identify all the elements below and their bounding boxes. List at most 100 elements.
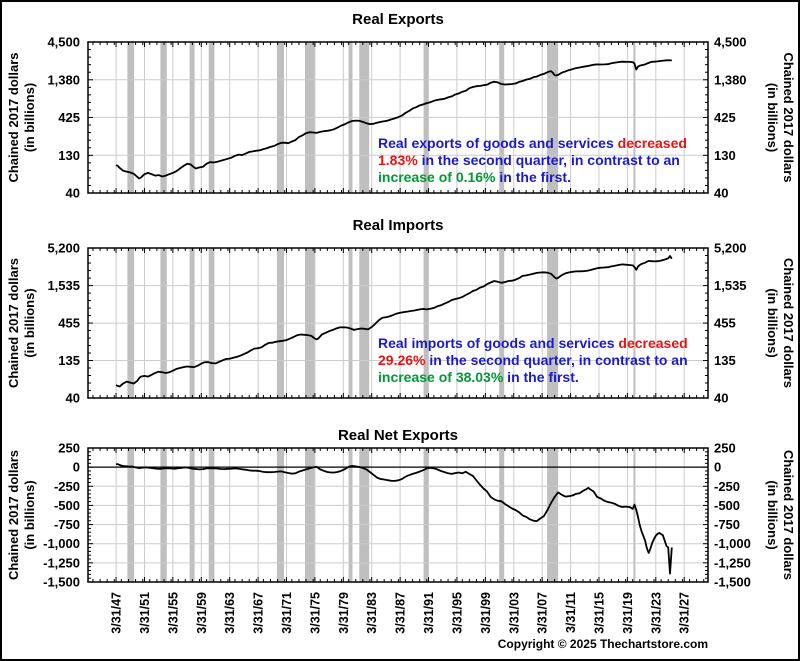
y-tick-label: 5,200 bbox=[47, 241, 80, 256]
x-tick-label: 3/31/75 bbox=[308, 592, 322, 634]
annotation-segment: increase of 38.03% bbox=[378, 369, 504, 385]
panel-real-net-exports: 250 250 0 0 -250 -250 -500 -500 -750 -750 -1,000 -1… bbox=[6, 441, 796, 590]
y-tick-label: -750 bbox=[714, 517, 740, 532]
y-axis-title: (in billions) bbox=[22, 83, 37, 152]
y-tick-label: 455 bbox=[58, 316, 80, 331]
y-axis-title: Chained 2017 dollars bbox=[781, 450, 796, 580]
y-tick-label: 130 bbox=[714, 148, 736, 163]
x-tick-label: 3/31/59 bbox=[195, 592, 209, 634]
y-tick-label: -500 bbox=[714, 498, 740, 513]
x-tick-label: 3/31/67 bbox=[252, 592, 266, 634]
annotation-line: increase of 38.03% in the first. bbox=[378, 369, 579, 385]
annotation-segment: increase of 0.16% bbox=[378, 169, 496, 185]
y-axis-title: (in billions) bbox=[765, 480, 780, 549]
x-tick-label: 3/31/27 bbox=[678, 592, 692, 634]
y-tick-label: 1,535 bbox=[714, 278, 747, 293]
y-tick-label: 40 bbox=[66, 186, 80, 201]
y-tick-label: 1,535 bbox=[47, 278, 80, 293]
annotation-segment: in the second quarter, in contrast to an bbox=[418, 152, 680, 168]
x-tick-label: 3/31/55 bbox=[166, 592, 180, 634]
annotation-segment: in the second quarter, in contrast to an bbox=[425, 352, 687, 368]
annotation-segment: decreased bbox=[618, 335, 687, 351]
annotation-line: increase of 0.16% in the first. bbox=[378, 169, 571, 185]
y-tick-label: 40 bbox=[714, 186, 728, 201]
series-line-real-imports bbox=[115, 255, 673, 388]
series-line-real-net-exports bbox=[116, 463, 673, 575]
copyright-text: Copyright © 2025 Thechartstore.com bbox=[497, 637, 708, 651]
annotation-segment: 29.26% bbox=[378, 352, 426, 368]
y-tick-label: 250 bbox=[58, 441, 80, 456]
annotation-segment: Real imports of goods and services bbox=[378, 335, 618, 351]
x-tick-label: 3/31/71 bbox=[280, 592, 294, 634]
y-tick-label: -1,250 bbox=[43, 555, 80, 570]
recession-band bbox=[127, 448, 135, 582]
y-tick-label: 135 bbox=[714, 353, 736, 368]
y-tick-label: 455 bbox=[714, 316, 736, 331]
x-tick-label: 3/31/19 bbox=[621, 592, 635, 634]
x-tick-label: 3/31/83 bbox=[365, 592, 379, 634]
x-tick-label: 3/31/07 bbox=[536, 592, 550, 634]
y-tick-label: -500 bbox=[54, 498, 80, 513]
y-axis-title: Chained 2017 dollars bbox=[781, 52, 796, 182]
y-tick-label: -1,500 bbox=[43, 575, 80, 590]
x-tick-label: 3/31/23 bbox=[649, 592, 663, 634]
y-tick-label: 130 bbox=[58, 148, 80, 163]
y-tick-label: 4,500 bbox=[47, 35, 80, 50]
y-tick-label: 0 bbox=[73, 460, 80, 475]
y-axis-title: Chained 2017 dollars bbox=[6, 258, 21, 388]
annotation-line: 1.83% in the second quarter, in contrast… bbox=[378, 152, 680, 168]
y-axis-title: Chained 2017 dollars bbox=[781, 258, 796, 388]
y-axis-title: (in billions) bbox=[765, 83, 780, 152]
y-tick-label: 1,380 bbox=[714, 72, 747, 87]
annotation-segment: Real exports of goods and services bbox=[378, 135, 618, 151]
recession-band bbox=[189, 448, 195, 582]
y-tick-label: -1,000 bbox=[43, 536, 80, 551]
recession-band bbox=[359, 448, 370, 582]
recession-band bbox=[208, 448, 215, 582]
x-tick-label: 3/31/91 bbox=[422, 592, 436, 634]
x-tick-label: 3/31/99 bbox=[479, 592, 493, 634]
y-tick-label: 250 bbox=[714, 441, 736, 456]
y-tick-label: 40 bbox=[66, 391, 80, 406]
annotation-line: Real exports of goods and services decre… bbox=[378, 135, 687, 151]
y-tick-label: -250 bbox=[714, 479, 740, 494]
x-tick-label: 3/31/15 bbox=[592, 592, 606, 634]
recession-band bbox=[499, 448, 505, 582]
x-tick-label: 3/31/11 bbox=[564, 592, 578, 633]
y-tick-label: 425 bbox=[714, 110, 736, 125]
annotation-segment: decreased bbox=[618, 135, 687, 151]
x-tick-label: 3/31/95 bbox=[450, 592, 464, 634]
panel-title-real-imports: Real Imports bbox=[352, 217, 444, 234]
recession-band bbox=[423, 448, 429, 582]
recession-band bbox=[160, 448, 167, 582]
y-tick-label: 40 bbox=[714, 391, 728, 406]
panel-title-real-net-exports: Real Net Exports bbox=[337, 427, 459, 444]
y-tick-label: 135 bbox=[58, 353, 80, 368]
annotation-line: 29.26% in the second quarter, in contras… bbox=[378, 352, 688, 368]
y-tick-label: -750 bbox=[54, 517, 80, 532]
panel-real-exports: 40 40 130 130 425 425 1,380 1,380 4,500 4,500 Chai… bbox=[6, 35, 796, 201]
panel-title-real-exports: Real Exports bbox=[352, 11, 444, 28]
annotation-line: Real imports of goods and services decre… bbox=[378, 335, 688, 351]
y-tick-label: 1,380 bbox=[47, 72, 80, 87]
y-tick-label: -250 bbox=[54, 479, 80, 494]
series-line-real-exports bbox=[115, 59, 672, 180]
x-tick-label: 3/31/87 bbox=[394, 592, 408, 634]
recession-band bbox=[348, 448, 353, 582]
y-tick-label: 0 bbox=[714, 460, 721, 475]
y-axis-title: (in billions) bbox=[765, 288, 780, 357]
recession-band bbox=[305, 448, 315, 582]
y-tick-label: 5,200 bbox=[714, 241, 747, 256]
y-tick-label: -1,250 bbox=[714, 555, 751, 570]
x-tick-label: 3/31/47 bbox=[110, 592, 124, 634]
y-tick-label: 425 bbox=[58, 110, 80, 125]
y-axis-title: Chained 2017 dollars bbox=[6, 52, 21, 182]
annotation-segment: in the first. bbox=[503, 369, 578, 385]
y-axis-title: (in billions) bbox=[22, 480, 37, 549]
x-tick-label: 3/31/03 bbox=[507, 592, 521, 634]
recession-band bbox=[633, 448, 636, 582]
panel-real-imports: 40 40 135 135 455 455 1,535 1,535 5,200 5,200 Chai… bbox=[6, 241, 796, 406]
y-tick-label: -1,000 bbox=[714, 536, 751, 551]
